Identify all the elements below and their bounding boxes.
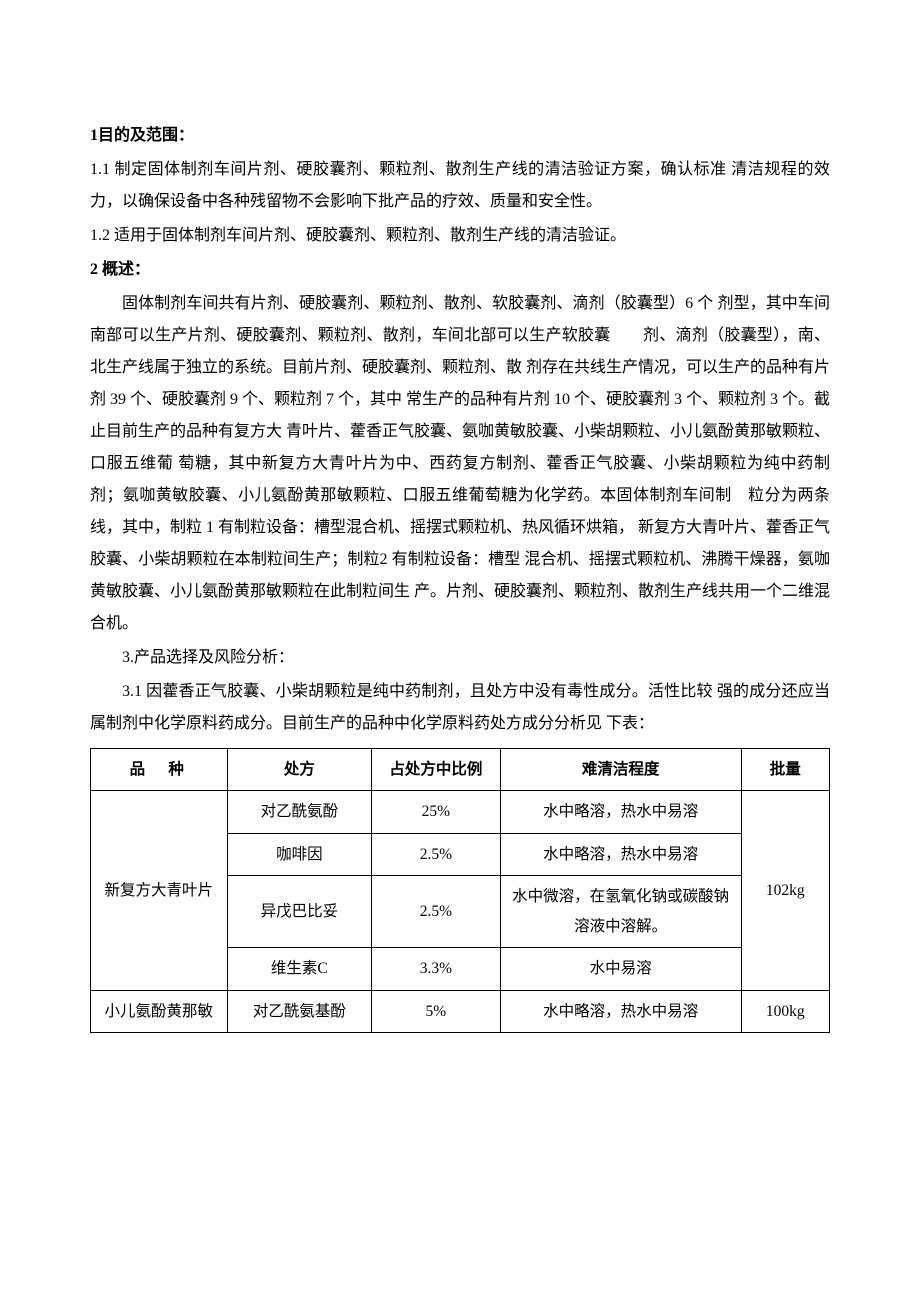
cell-rx: 对乙酰氨基酚 — [227, 990, 372, 1032]
table-row: 新复方大青叶片 对乙酰氨酚 25% 水中略溶，热水中易溶 102kg — [91, 791, 830, 833]
cell-rx: 对乙酰氨酚 — [227, 791, 372, 833]
table-header-row: 品种 处方 占处方中比例 难清洁程度 批量 — [91, 749, 830, 791]
cell-clean: 水中易溶 — [500, 948, 741, 990]
cell-product: 新复方大青叶片 — [91, 791, 228, 990]
cell-pct: 2.5% — [372, 833, 501, 875]
ingredients-table: 品种 处方 占处方中比例 难清洁程度 批量 新复方大青叶片 对乙酰氨酚 25% … — [90, 748, 830, 1033]
header-rx: 处方 — [227, 749, 372, 791]
cell-pct: 25% — [372, 791, 501, 833]
cell-product: 小儿氨酚黄那敏 — [91, 990, 228, 1032]
cell-clean: 水中略溶，热水中易溶 — [500, 833, 741, 875]
section-1-2: 1.2 适用于固体制剂车间片剂、硬胶囊剂、颗粒剂、散剂生产线的清洁验证。 — [90, 220, 830, 252]
cell-batch: 102kg — [741, 791, 829, 990]
header-pct: 占处方中比例 — [372, 749, 501, 791]
cell-pct: 3.3% — [372, 948, 501, 990]
cell-clean: 水中略溶，热水中易溶 — [500, 791, 741, 833]
header-batch: 批量 — [741, 749, 829, 791]
cell-clean: 水中微溶，在氢氧化钠或碳酸钠溶液中溶解。 — [500, 876, 741, 948]
cell-pct: 5% — [372, 990, 501, 1032]
section-2-heading: 2 概述： — [90, 254, 830, 286]
section-3-heading: 3.产品选择及风险分析： — [90, 642, 830, 674]
section-3-1: 3.1 因藿香正气胶囊、小柴胡颗粒是纯中药制剂，且处方中没有毒性成分。活性比较 … — [90, 676, 830, 740]
cell-rx: 咖啡因 — [227, 833, 372, 875]
table-row: 小儿氨酚黄那敏 对乙酰氨基酚 5% 水中略溶，热水中易溶 100kg — [91, 990, 830, 1032]
cell-batch: 100kg — [741, 990, 829, 1032]
header-product: 品种 — [91, 749, 228, 791]
cell-clean: 水中略溶，热水中易溶 — [500, 990, 741, 1032]
section-1-1: 1.1 制定固体制剂车间片剂、硬胶囊剂、颗粒剂、散剂生产线的清洁验证方案，确认标… — [90, 154, 830, 218]
cell-rx: 维生素C — [227, 948, 372, 990]
header-clean: 难清洁程度 — [500, 749, 741, 791]
cell-pct: 2.5% — [372, 876, 501, 948]
section-1-heading: 1目的及范围： — [90, 120, 830, 152]
cell-rx: 异戊巴比妥 — [227, 876, 372, 948]
section-2-body: 固体制剂车间共有片剂、硬胶囊剂、颗粒剂、散剂、软胶囊剂、滴剂（胶囊型）6 个 剂… — [90, 288, 830, 640]
